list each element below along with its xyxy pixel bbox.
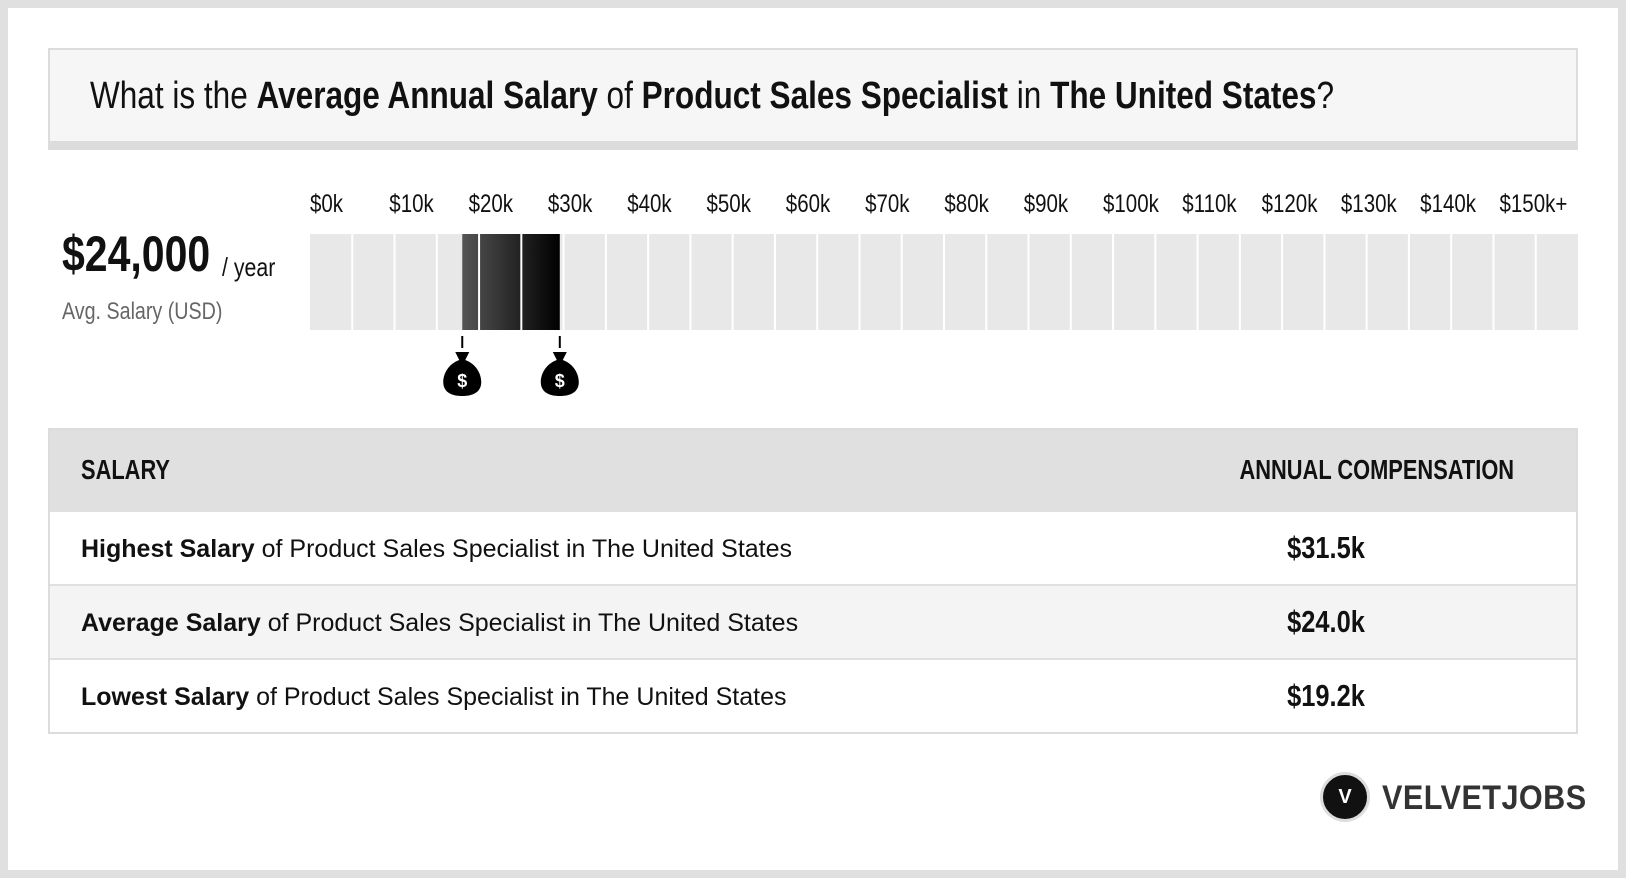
x-tick-label: $120k [1262, 189, 1318, 217]
lowest-salary-marker: $ [443, 352, 482, 396]
salary-table: SALARY ANNUAL COMPENSATION Highest Salar… [48, 428, 1578, 734]
money-bag-icon [540, 352, 579, 396]
money-bag-icon [443, 352, 482, 396]
title-in: in [1007, 75, 1051, 117]
header-annual-compensation: ANNUAL COMPENSATION [1239, 454, 1514, 485]
x-tick-label: $130k [1341, 189, 1397, 217]
x-tick-label: $70k [865, 189, 910, 217]
table-row-lowest: Lowest Salary of Product Sales Specialis… [50, 658, 1576, 732]
table-row-average: Average Salary of Product Sales Speciali… [50, 584, 1576, 658]
x-tick-label: $20k [469, 189, 514, 217]
row-label: Average Salary of Product Sales Speciali… [81, 608, 798, 638]
dollar-sign-label: $ [555, 371, 565, 391]
highest-salary-marker: $ [540, 352, 579, 396]
logo-wordmark: VELVETJOBS [1382, 779, 1587, 817]
title-suffix: ? [1316, 75, 1335, 117]
x-tick-label: $60k [786, 189, 831, 217]
average-salary-label: Avg. Salary (USD) [62, 298, 223, 325]
row-label-rest: of Product Sales Specialist in The Unite… [260, 609, 799, 637]
x-tick-label: $140k [1420, 189, 1476, 217]
x-tick-label: $110k [1182, 189, 1237, 217]
x-tick-label: $150k+ [1500, 189, 1568, 217]
salary-range-bar [462, 234, 560, 330]
velvetjobs-logo[interactable]: V VELVETJOBS [1320, 770, 1586, 826]
title-location: The United States [1050, 75, 1317, 117]
logo-mark-letter: V [1338, 786, 1352, 808]
x-tick-label: $90k [1024, 189, 1069, 217]
row-label-rest: of Product Sales Specialist in The Unite… [249, 683, 787, 711]
x-tick-label: $30k [548, 189, 593, 217]
table-header: SALARY ANNUAL COMPENSATION [50, 430, 1576, 510]
row-label-strong: Average Salary [81, 609, 261, 637]
average-salary-value: $24,000 [62, 226, 211, 282]
title-prefix: What is the [90, 75, 257, 117]
row-label: Lowest Salary of Product Sales Specialis… [81, 682, 786, 712]
salary-range-svg: $0k $10k $20k $30k $40k $50k $60k $70k $80k $90k $… [310, 189, 1578, 396]
x-tick-label: $80k [944, 189, 989, 217]
x-tick-label: $10k [389, 189, 434, 217]
header-salary: SALARY [81, 454, 170, 485]
row-value: $19.2k [1287, 678, 1365, 713]
row-value: $24.0k [1287, 604, 1365, 639]
table-row-highest: Highest Salary of Product Sales Speciali… [50, 510, 1576, 584]
row-label-rest: of Product Sales Specialist in The Unite… [254, 535, 793, 563]
row-value: $31.5k [1287, 530, 1365, 565]
row-label-strong: Highest Salary [81, 535, 255, 563]
title-of: of [597, 75, 642, 117]
salary-range-chart: $0k $10k $20k $30k $40k $50k $60k $70k $80k $90k $… [0, 180, 1626, 410]
dollar-sign-label: $ [457, 371, 467, 391]
x-tick-label: $40k [627, 189, 672, 217]
page-title: What is the Average Annual Salary of Pro… [90, 68, 1334, 124]
row-label-strong: Lowest Salary [81, 683, 250, 711]
x-tick-label: $100k [1103, 189, 1159, 217]
row-label: Highest Salary of Product Sales Speciali… [81, 534, 792, 564]
title-job: Product Sales Specialist [641, 75, 1008, 117]
title-metric: Average Annual Salary [256, 75, 598, 117]
headline-underline [48, 141, 1578, 150]
average-salary-unit: / year [222, 252, 276, 282]
x-tick-label: $0k [310, 189, 344, 217]
logo-mark-icon: V [1320, 772, 1370, 822]
x-tick-label: $50k [707, 189, 752, 217]
headline-box: What is the Average Annual Salary of Pro… [48, 48, 1578, 141]
